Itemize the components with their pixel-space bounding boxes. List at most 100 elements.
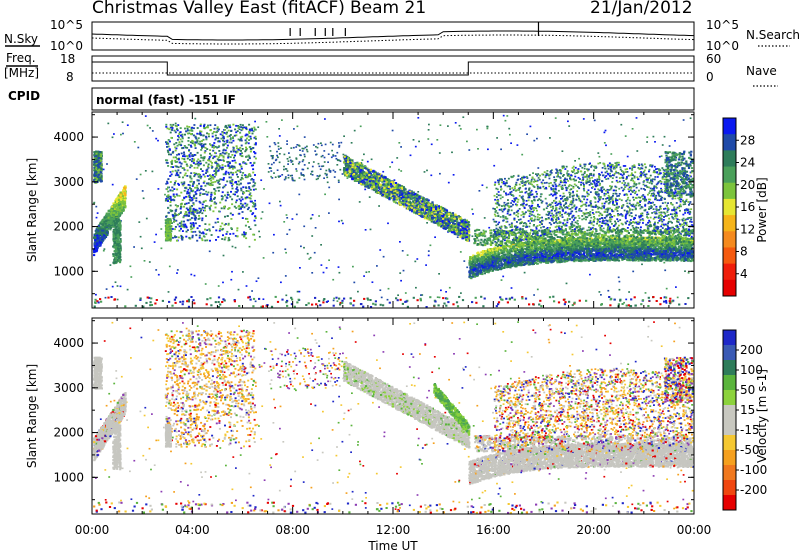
- range-cell: [213, 188, 215, 190]
- range-cell: [183, 152, 185, 154]
- range-cell: [182, 303, 184, 305]
- range-cell: [123, 189, 125, 191]
- range-cell: [307, 151, 309, 153]
- range-cell: [188, 202, 190, 204]
- range-cell: [198, 189, 200, 191]
- range-cell: [240, 126, 242, 128]
- range-cell: [173, 143, 175, 145]
- range-cell: [310, 173, 312, 175]
- range-cell: [176, 154, 178, 156]
- range-cell: [180, 139, 182, 141]
- range-cell: [199, 225, 201, 227]
- range-cell: [169, 198, 171, 200]
- range-cell: [323, 150, 325, 152]
- range-cell: [225, 149, 227, 151]
- range-cell: [219, 202, 221, 204]
- range-cell: [299, 177, 301, 179]
- range-cell: [190, 222, 192, 224]
- range-cell: [230, 213, 232, 215]
- range-cell: [123, 204, 125, 206]
- range-cell: [225, 172, 227, 174]
- range-cell: [436, 139, 438, 141]
- range-cell: [215, 137, 217, 139]
- range-cell: [363, 298, 365, 300]
- range-cell: [205, 233, 207, 235]
- range-cell: [187, 128, 189, 130]
- range-cell: [181, 182, 183, 184]
- range-cell: [230, 191, 232, 193]
- range-cell: [619, 289, 621, 291]
- range-cell: [229, 196, 231, 198]
- range-cell: [608, 296, 610, 298]
- range-cell: [93, 163, 95, 165]
- range-cell: [568, 301, 570, 303]
- range-cell: [307, 168, 309, 170]
- range-cell: [675, 190, 677, 192]
- range-cell: [628, 304, 630, 306]
- range-cell: [372, 281, 374, 283]
- range-cell: [645, 292, 647, 294]
- range-cell: [493, 165, 495, 167]
- range-cell: [509, 134, 511, 136]
- range-cell: [455, 122, 457, 124]
- range-cell: [338, 266, 340, 268]
- range-cell: [206, 148, 208, 150]
- range-cell: [652, 296, 654, 298]
- range-cell: [205, 215, 207, 217]
- range-cell: [105, 297, 107, 299]
- range-cell: [429, 219, 431, 221]
- range-cell: [191, 217, 193, 219]
- range-cell: [363, 154, 365, 156]
- range-cell: [383, 256, 385, 258]
- range-cell: [106, 288, 108, 290]
- range-cell: [124, 305, 126, 307]
- range-cell: [250, 138, 252, 140]
- range-cell: [252, 206, 254, 208]
- range-cell: [192, 235, 194, 237]
- range-cell: [175, 226, 177, 228]
- range-cell: [333, 305, 335, 307]
- range-cell: [368, 271, 370, 273]
- range-cell: [254, 206, 256, 208]
- range-cell: [205, 191, 207, 193]
- range-cell: [186, 147, 188, 149]
- range-cell: [127, 289, 129, 291]
- range-cell: [230, 218, 232, 220]
- range-cell: [97, 241, 99, 243]
- range-cell: [170, 205, 172, 207]
- range-cell: [217, 221, 219, 223]
- range-cell: [194, 145, 196, 147]
- range-cell: [471, 301, 473, 303]
- range-cell: [212, 150, 214, 152]
- range-cell: [172, 228, 174, 230]
- range-cell: [192, 299, 194, 301]
- range-cell: [263, 257, 265, 259]
- range-cell: [113, 133, 115, 135]
- range-cell: [133, 246, 135, 248]
- range-cell: [182, 185, 184, 187]
- range-cell: [231, 179, 233, 181]
- range-cell: [460, 292, 462, 294]
- range-cell: [415, 146, 417, 148]
- range-cell: [333, 300, 335, 302]
- range-cell: [204, 176, 206, 178]
- range-cell: [493, 219, 495, 221]
- range-cell: [245, 176, 247, 178]
- range-cell: [255, 301, 257, 303]
- range-cell: [232, 233, 234, 235]
- range-cell: [179, 222, 181, 224]
- range-cell: [540, 305, 542, 307]
- range-cell: [289, 157, 291, 159]
- range-cell: [227, 145, 229, 147]
- range-cell: [249, 146, 251, 148]
- range-cell: [479, 190, 481, 192]
- range-cell: [354, 130, 356, 132]
- range-cell: [164, 194, 166, 196]
- range-cell: [334, 176, 336, 178]
- range-cell: [375, 304, 377, 306]
- freq-label: Freq.: [6, 51, 36, 65]
- range-cell: [177, 135, 179, 137]
- range-cell: [190, 274, 192, 276]
- range-cell: [299, 161, 301, 163]
- range-cell: [338, 298, 340, 300]
